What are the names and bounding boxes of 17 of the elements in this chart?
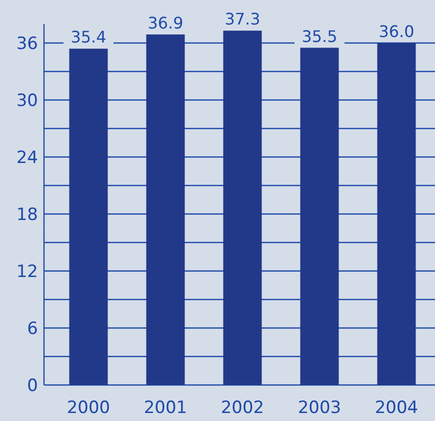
y-tick-label: 12 [16,262,38,282]
data-label: 36.9 [148,13,184,32]
y-tick-label: 18 [16,204,38,225]
data-label: 35.5 [302,26,338,46]
x-tick-label: 2001 [144,398,188,418]
y-tick-label: 6 [27,318,38,339]
data-label: 36.0 [378,22,414,41]
x-tick-label: 2000 [66,398,110,418]
y-tick-label: 36 [16,34,38,54]
x-tick-label: 2003 [298,398,342,418]
x-tick-label: 2002 [220,398,264,418]
x-tick-label: 2004 [374,398,418,418]
data-label: 37.3 [224,10,260,29]
data-label: 35.4 [70,28,106,47]
y-tick-label: 30 [16,90,38,111]
y-tick-label: 24 [16,148,38,168]
y-tick-label: 0 [27,376,38,396]
